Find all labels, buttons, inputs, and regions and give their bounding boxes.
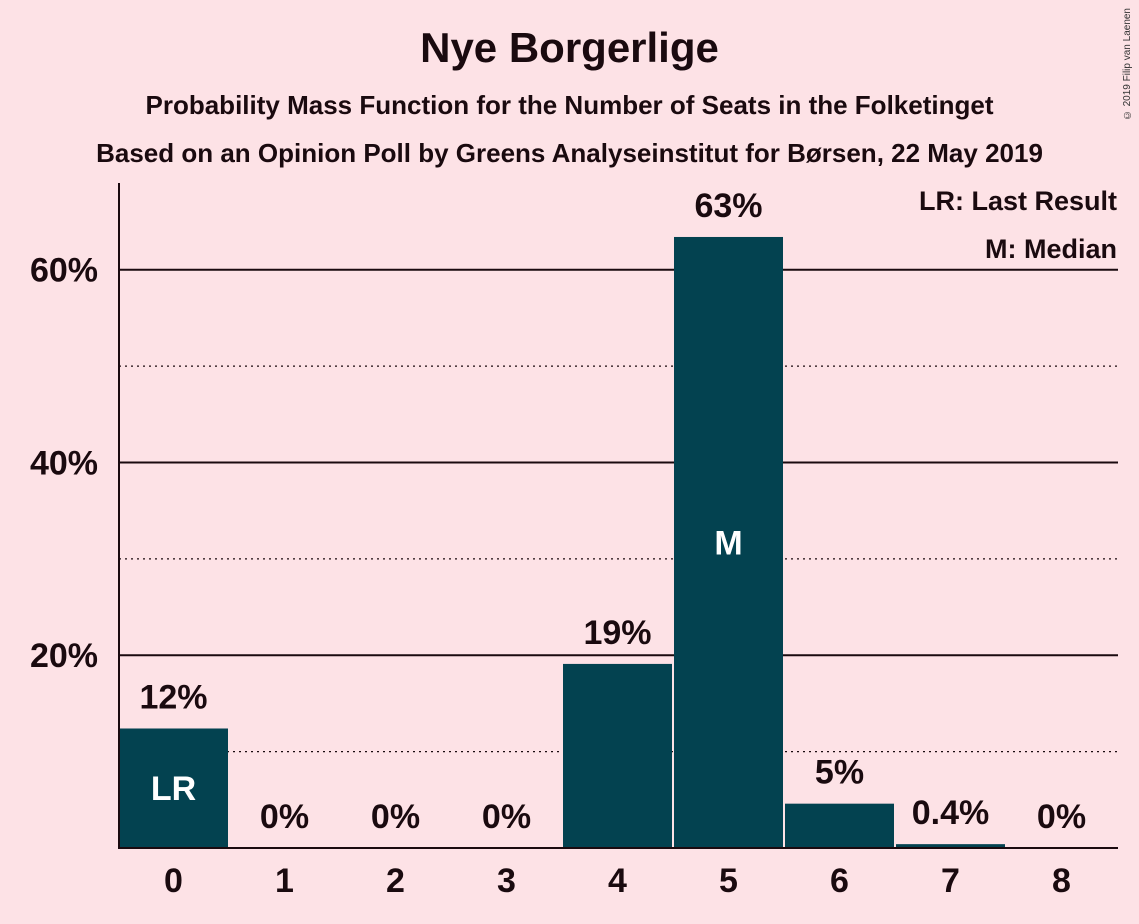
bar-marker: LR	[151, 770, 196, 808]
x-tick-label: 8	[1052, 862, 1071, 900]
x-tick-label: 2	[386, 862, 405, 900]
x-tick-label: 3	[497, 862, 516, 900]
bar-seat-6	[785, 803, 894, 848]
data-label: 19%	[583, 614, 651, 652]
x-tick-label: 0	[164, 862, 183, 900]
data-label: 0%	[1037, 798, 1086, 836]
x-tick-label: 6	[830, 862, 849, 900]
bar-seat-4	[563, 663, 672, 848]
x-tick-label: 4	[608, 862, 627, 900]
data-label: 12%	[139, 678, 207, 716]
legend-entry: LR: Last Result	[919, 186, 1117, 216]
y-tick-label: 20%	[30, 637, 98, 675]
bar-marker: M	[714, 524, 742, 562]
bar-seat-0	[119, 728, 228, 848]
x-tick-label: 5	[719, 862, 738, 900]
data-label: 63%	[694, 187, 762, 225]
data-label: 0%	[260, 798, 309, 836]
x-tick-label: 1	[275, 862, 294, 900]
chart-subtitle-source: Based on an Opinion Poll by Greens Analy…	[96, 138, 1043, 168]
bar-seat-7	[896, 844, 1005, 848]
data-label: 0%	[371, 798, 420, 836]
y-tick-label: 40%	[30, 444, 98, 482]
x-tick-label: 7	[941, 862, 960, 900]
chart-title: Nye Borgerlige	[420, 24, 719, 71]
bar-seat-5	[674, 236, 783, 848]
data-label: 5%	[815, 754, 864, 792]
legend-entry: M: Median	[985, 234, 1117, 264]
data-label: 0.4%	[912, 794, 990, 832]
data-label: 0%	[482, 798, 531, 836]
chart-subtitle: Probability Mass Function for the Number…	[145, 90, 994, 120]
y-tick-label: 60%	[30, 252, 98, 290]
